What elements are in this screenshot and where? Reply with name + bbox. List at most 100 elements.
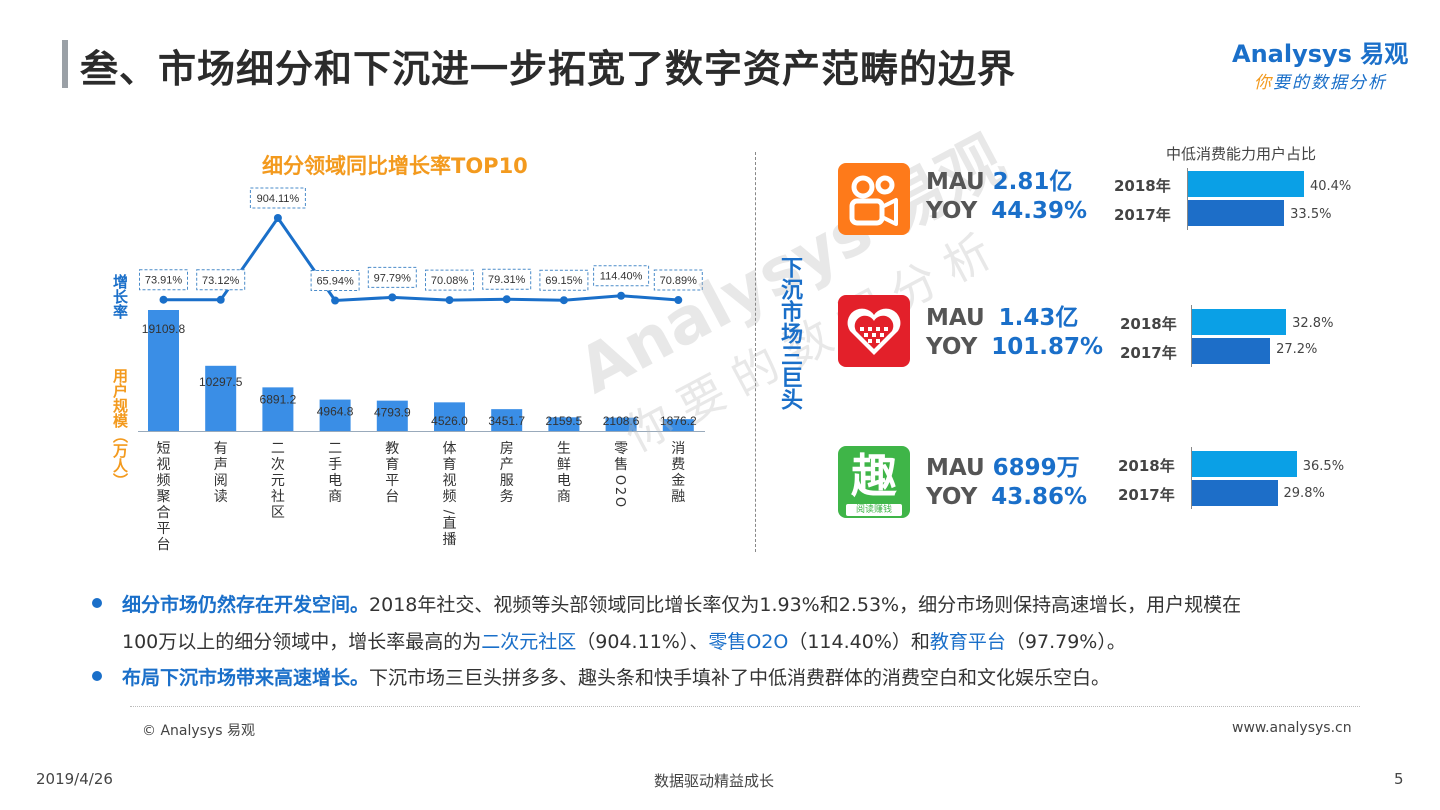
qutoutiao-logo-char: 趣 <box>851 449 897 503</box>
pinduoduo-yoy-value: 101.87% <box>991 334 1104 360</box>
rate-value-label-7: 69.15% <box>545 275 583 287</box>
page-number: 5 <box>1394 770 1404 788</box>
bar-value-label-9: 1876.2 <box>660 414 697 428</box>
qutoutiao-mau-value: 6899万 <box>992 455 1080 481</box>
svg-text:手: 手 <box>328 457 342 473</box>
bar-users-9 <box>662 419 694 431</box>
rate-value-label-4: 97.79% <box>374 272 412 284</box>
page-title: 叁、市场细分和下沉进一步拓宽了数字资产范畴的边界 <box>80 47 1017 91</box>
bar-value-label-6: 3451.7 <box>488 414 525 428</box>
svg-text:二: 二 <box>328 441 342 457</box>
category-label-8: 零售O2O <box>612 441 628 507</box>
qutoutiao-yoy-value: 43.86% <box>991 484 1088 510</box>
svg-text:产: 产 <box>500 457 514 473</box>
rate-label-box-1 <box>196 269 246 291</box>
svg-text:直: 直 <box>443 515 457 532</box>
logo-slogan-first: 你 <box>1254 73 1273 93</box>
bar-value-label-5: 4526.0 <box>431 414 468 428</box>
rate-value-label-1: 73.12% <box>202 275 240 287</box>
bullet-1-text-d: （97.79%）。 <box>1005 631 1126 653</box>
rate-value-label-0: 73.91% <box>145 275 183 287</box>
bar-value-label-2: 6891.2 <box>260 392 297 406</box>
rate-value-label-5: 70.08% <box>431 275 469 287</box>
logo-slogan-rest: 要的数据分析 <box>1273 73 1387 93</box>
bar-users-1 <box>205 365 237 431</box>
pinduoduo-year-2018: 2018年 <box>1120 315 1177 333</box>
rate-point-8 <box>617 291 626 300</box>
bullet-2-heading: 布局下沉市场带来高速增长。 <box>122 667 370 689</box>
bar-users-4 <box>376 400 408 431</box>
svg-text:视: 视 <box>443 473 457 489</box>
kuaishou-yoy-label: YOY <box>926 198 978 224</box>
qutoutiao-yoy-label: YOY <box>926 484 978 510</box>
bar-value-label-7: 2159.5 <box>546 414 583 428</box>
svg-text:服: 服 <box>500 473 514 489</box>
rate-value-label-8: 114.40% <box>600 271 643 283</box>
qutoutiao-bar-2017 <box>1192 480 1278 506</box>
footer-date: 2019/4/26 <box>36 770 113 788</box>
kuaishou-bar-2017 <box>1188 200 1285 226</box>
svg-text:频: 频 <box>157 473 171 489</box>
rate-point-1 <box>216 295 225 304</box>
footer-divider <box>130 706 1360 707</box>
qutoutiao-year-2018: 2018年 <box>1118 457 1175 475</box>
svg-text:O: O <box>612 497 627 507</box>
bar-users-3 <box>319 399 351 431</box>
bar-value-label-3: 4964.8 <box>317 405 354 419</box>
logo-slogan: 你要的数据分析 <box>1254 68 1387 93</box>
qutoutiao-stats: MAU 6899万 YOY 43.86% <box>926 454 1087 512</box>
svg-text:读: 读 <box>214 488 228 505</box>
bar-users-7 <box>548 417 580 431</box>
rate-point-9 <box>674 296 683 305</box>
category-label-2: 二次元社区 <box>271 441 285 521</box>
analysys-logo: Analysys 易观 你要的数据分析 <box>1232 34 1412 94</box>
bullet-1-text-c: （114.40%）和 <box>788 631 930 653</box>
bullet-2-text: 下沉市场三巨头拼多多、趣头条和快手填补了中低消费群体的消费空白和文化娱乐空白。 <box>369 667 1111 689</box>
rate-label-box-5 <box>425 269 474 291</box>
vertical-divider <box>755 152 756 552</box>
bar-users-0 <box>148 310 179 431</box>
kuaishou-bar-baseline <box>1187 168 1188 230</box>
bullet-1-heading: 细分市场仍然存在开发空间。 <box>122 594 370 616</box>
rate-point-2 <box>273 214 282 222</box>
rate-value-label-6: 79.31% <box>488 274 526 286</box>
svg-text:商: 商 <box>557 489 571 505</box>
svg-text:播: 播 <box>443 532 457 548</box>
pinduoduo-bar-2018 <box>1192 309 1287 335</box>
kuaishou-value-2017: 33.5% <box>1290 207 1332 222</box>
pinduoduo-value-2017: 27.2% <box>1276 342 1318 357</box>
svg-text:体: 体 <box>443 441 457 457</box>
pinduoduo-yoy-label: YOY <box>926 334 978 360</box>
rate-point-3 <box>331 296 340 305</box>
svg-text:融: 融 <box>671 489 685 505</box>
pinduoduo-value-2018: 32.8% <box>1292 316 1334 331</box>
svg-text:有: 有 <box>214 441 228 457</box>
pinduoduo-app-icon <box>838 295 910 367</box>
website-link[interactable]: www.analysys.cn <box>1232 720 1352 736</box>
kuaishou-logo-icon <box>849 175 898 226</box>
svg-text:阅: 阅 <box>214 473 228 489</box>
qutoutiao-mau-label: MAU <box>926 455 985 481</box>
svg-text:声: 声 <box>214 457 228 473</box>
bullet-2-line: 布局下沉市场带来高速增长。下沉市场三巨头拼多多、趣头条和快手填补了中低消费群体的… <box>122 663 1110 690</box>
svg-text:平: 平 <box>385 473 399 489</box>
pinduoduo-logo-icon <box>847 308 901 355</box>
side-label: 下沉市场三巨头 <box>777 256 802 410</box>
svg-text:视: 视 <box>157 457 171 473</box>
bullet-1-text: 2018年社交、视频等头部领域同比增长率仅为1.93%和2.53%，细分市场则保… <box>369 594 1242 616</box>
qutoutiao-logo-caption: 阅读赚钱 <box>846 504 902 516</box>
bullet-1-line-1: 细分市场仍然存在开发空间。2018年社交、视频等头部领域同比增长率仅为1.93%… <box>122 590 1241 617</box>
chart-title: 细分领域同比增长率TOP10 <box>262 154 528 178</box>
svg-text:台: 台 <box>385 489 399 505</box>
qutoutiao-app-icon: 趣 阅读赚钱 <box>838 446 910 518</box>
rate-value-label-2: 904.11% <box>257 193 300 205</box>
svg-text:短: 短 <box>157 441 171 457</box>
svg-text:二: 二 <box>271 441 285 457</box>
growth-chart: 19109.8 10297.5 6891.2 4964.8 4793.9 4526.0 34… <box>138 187 705 553</box>
highlight-education: 教育平台 <box>929 631 1006 653</box>
kuaishou-mau-label: MAU <box>926 169 985 195</box>
highlight-anime-community: 二次元社区 <box>481 631 577 653</box>
y-axis-label-rate: 增长率 <box>111 274 129 319</box>
